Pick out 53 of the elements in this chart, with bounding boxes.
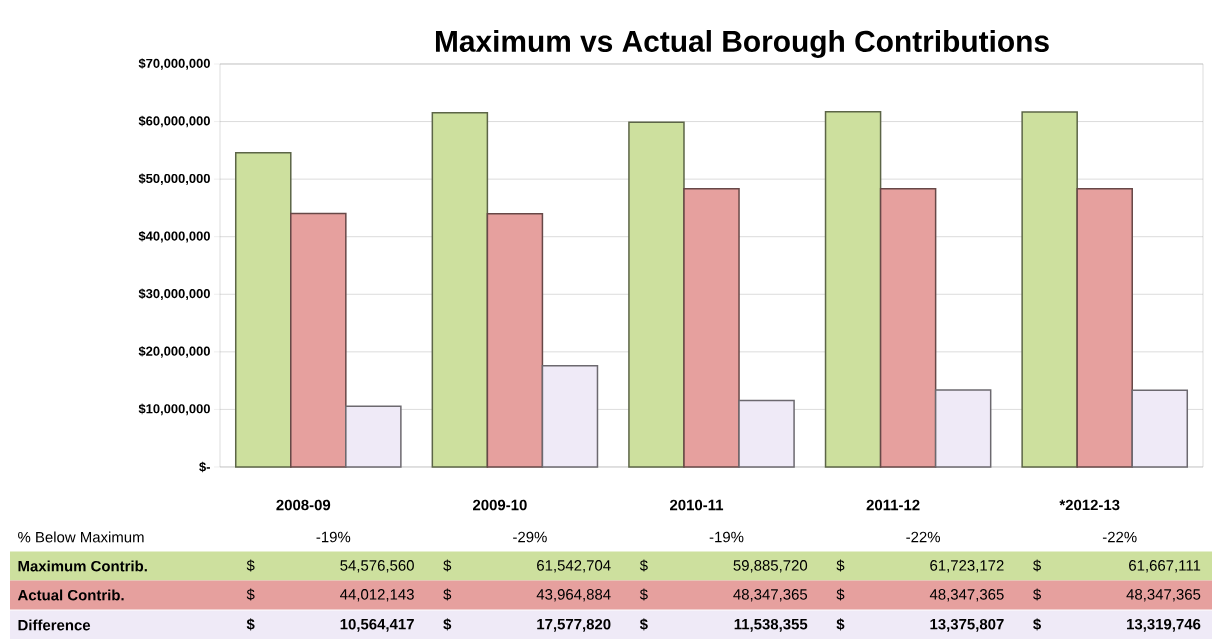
text: -19% [316,531,351,543]
bar [738,399,795,468]
text: -22% [1102,531,1137,543]
bar [234,151,292,468]
x-tick-label: 2011-12 [866,499,920,511]
text: % Below Maximum [18,531,144,543]
y-tick-label: $60,000,000 [138,115,210,128]
text: -22% [906,531,940,543]
text: -19% [709,531,744,543]
bar [486,212,544,468]
bar [683,187,740,468]
text: $ 43,964,884 [443,588,611,602]
y-tick-label: $20,000,000 [138,345,210,358]
text: $ 11,538,355 [639,618,808,632]
text: $ 13,319,746 [1033,618,1201,632]
text: $ 59,885,720 [639,559,808,573]
x-tick-label: 2010-11 [670,499,724,511]
text: $ 10,564,417 [246,618,414,632]
x-tick-label: 2009-10 [473,499,527,511]
text: Difference [18,619,91,631]
text: $ 61,667,111 [1033,559,1201,573]
text: $ 61,542,704 [443,559,611,573]
text: $ 48,347,365 [639,588,808,602]
bar [345,405,402,468]
x-tick-label: 2008-09 [276,499,331,511]
bar [628,121,685,468]
text: $ 61,723,172 [836,559,1004,573]
text: $ 48,347,365 [1033,588,1201,602]
bar [290,212,347,468]
chart-title: Maximum vs Actual Borough Contributions [435,29,1049,58]
text: $ 54,576,560 [246,559,414,573]
text: Maximum Contrib. [18,560,147,572]
text: Actual Contrib. [17,589,124,601]
y-tick-label: $- [199,461,210,473]
bar [1021,110,1078,468]
y-tick-label: $70,000,000 [138,57,210,70]
text: $ 48,347,365 [836,588,1004,602]
bar [1131,389,1189,468]
bar [824,110,882,468]
text: $ 44,012,143 [246,588,414,602]
text: $ 17,577,820 [443,618,611,632]
y-tick-label: $50,000,000 [138,173,210,185]
bar [541,364,599,468]
x-tick-label: *2012-13 [1059,499,1120,511]
y-tick-label: $40,000,000 [138,230,210,243]
bar [1076,187,1133,468]
y-tick-label: $30,000,000 [138,288,210,300]
bar [879,187,937,468]
y-tick-label: $10,000,000 [138,403,210,415]
bar [431,111,489,468]
bar [934,388,992,468]
text: -29% [513,531,547,543]
text: $ 13,375,807 [836,618,1004,632]
